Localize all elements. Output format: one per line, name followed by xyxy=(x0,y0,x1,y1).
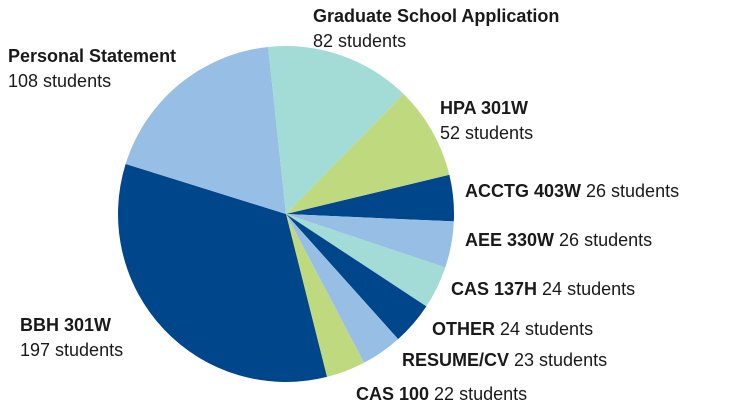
slice-label-group: RESUME/CV 23 students xyxy=(402,350,607,370)
slice-label-group: OTHER 24 students xyxy=(432,319,593,339)
slice-label-group: AEE 330W 26 students xyxy=(465,230,652,250)
pie-slice xyxy=(286,214,454,268)
pie-slice xyxy=(286,214,446,307)
value-label: 52 students xyxy=(440,123,533,143)
value-label: 23 students xyxy=(514,350,607,370)
pie-slice xyxy=(268,45,404,214)
slice-label-group: CAS 137H 24 students xyxy=(451,279,635,299)
slice-label: ACCTG 403W xyxy=(465,181,581,201)
pie-slice xyxy=(286,214,427,340)
slice-label: OTHER xyxy=(432,319,495,339)
value-label: 82 students xyxy=(313,31,406,51)
pie-slice xyxy=(125,46,286,214)
value-label: 26 students xyxy=(559,230,652,250)
slice-label-group: CAS 100 22 students xyxy=(356,384,527,404)
value-label: 108 students xyxy=(8,71,111,91)
slice-label: RESUME/CV xyxy=(402,350,509,370)
slice-label-group: ACCTG 403W 26 students xyxy=(465,181,679,201)
pie-slice xyxy=(286,94,450,214)
value-label: 24 students xyxy=(500,319,593,339)
value-label: 24 students xyxy=(542,279,635,299)
slice-label: BBH 301W xyxy=(20,315,111,335)
pie-slice xyxy=(286,214,365,377)
pie-slice xyxy=(117,163,327,383)
slice-label: AEE 330W xyxy=(465,230,554,250)
value-label: 22 students xyxy=(434,384,527,404)
slice-label: Graduate School Application xyxy=(313,6,559,26)
slice-label: Personal Statement xyxy=(8,46,176,66)
value-label: 26 students xyxy=(586,181,679,201)
pie-slice xyxy=(286,174,455,222)
slice-label: CAS 137H xyxy=(451,279,537,299)
value-label: 197 students xyxy=(20,340,123,360)
slice-label: HPA 301W xyxy=(440,98,528,118)
slice-label: CAS 100 xyxy=(356,384,429,404)
pie-slice xyxy=(286,214,399,363)
